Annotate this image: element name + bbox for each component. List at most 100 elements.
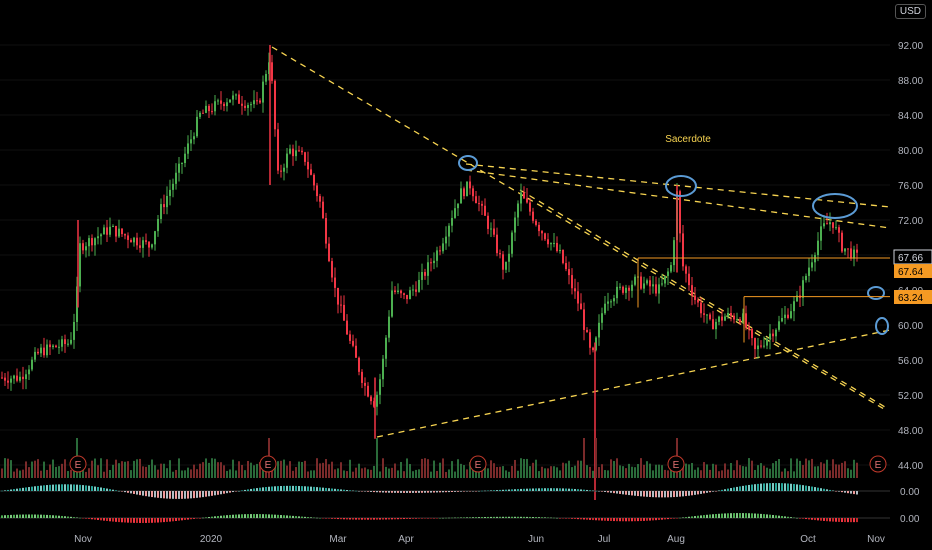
osc-bar [571,488,573,491]
y-tick-label: 92.00 [898,41,923,52]
volume-bar [688,464,690,478]
candle-body [733,315,735,320]
osc-bar [517,489,519,491]
osc-bar [352,518,354,520]
osc-bar [661,518,663,520]
osc-bar [598,518,600,521]
osc-bar [520,516,522,518]
volume-bar [640,458,642,478]
candle-body [115,226,117,237]
osc-bar [649,518,651,521]
volume-bar [55,466,57,478]
volume-bar [556,467,558,478]
osc-bar [106,518,108,521]
osc-bar [454,517,456,519]
volume-bar [526,458,528,478]
osc-bar [22,487,24,491]
volume-bar [466,469,468,478]
osc-bar [508,489,510,491]
osc-bar [610,518,612,521]
osc-bar [145,518,147,523]
volume-bar [718,471,720,478]
volume-bar [805,458,807,478]
candle-body [322,201,324,219]
osc-bar [484,516,486,518]
osc-bar [661,491,663,498]
candle-body [772,333,774,337]
osc-bar [238,490,240,492]
osc-bar [478,490,480,492]
candle-body [73,321,75,340]
osc-bar [727,513,729,518]
osc-bar [172,491,174,499]
osc-bar [397,491,399,493]
osc-bar [565,518,567,519]
osc-bar [673,518,675,519]
volume-bar [661,465,663,478]
candle-body [856,249,858,253]
candle-body [148,241,150,248]
candle-body [346,320,348,335]
candle-body [685,266,687,274]
candle-body [832,222,834,228]
osc-bar [28,487,30,491]
volume-bar [562,462,564,478]
osc-bar [370,491,372,492]
candle-body [424,272,426,276]
candle-body [577,291,579,304]
osc-value: 0.00 [900,487,920,498]
osc-bar [274,486,276,491]
volume-bar [781,471,783,478]
candle-body [493,228,495,235]
osc-bar [442,491,444,493]
annotation-circle [875,317,889,335]
volume-bar [370,469,372,478]
currency-button[interactable]: USD [894,4,926,19]
earnings-label: E [75,460,82,471]
osc-bar [448,491,450,493]
candle-body [769,333,771,340]
osc-bar [307,486,309,491]
osc-bar [61,515,63,518]
osc-bar [562,488,564,491]
osc-bar [703,491,705,494]
volume-bar [496,466,498,478]
candle-body [508,253,510,262]
osc-bar [289,515,291,518]
volume-bar [508,471,510,478]
volume-bar [574,465,576,478]
candle-body [469,181,471,189]
candle-body [100,234,102,237]
osc-bar [502,516,504,518]
osc-bar [208,516,210,518]
osc-bar [748,513,750,518]
osc-bar [526,488,528,491]
volume-bar [403,471,405,478]
osc-bar [148,491,150,497]
volume-bar [40,470,42,478]
volume-bar [433,460,435,478]
candle-body [313,174,315,186]
candle-body [538,224,540,232]
osc-bar [448,517,450,519]
osc-bar [538,517,540,518]
volume-bar [778,459,780,478]
volume-bar [832,459,834,478]
osc-bar [814,518,816,521]
candle-body [292,148,294,157]
volume-bar [853,459,855,478]
volume-bar [364,467,366,478]
osc-bar [610,491,612,493]
candle-body [169,189,171,196]
osc-bar [556,488,558,491]
osc-bar [364,518,366,520]
volume-bar [706,464,708,478]
volume-bar [328,464,330,478]
volume-bar [550,466,552,478]
osc-bar [301,516,303,518]
price-label: 67.66 [898,253,923,264]
osc-bar [628,518,630,522]
osc-bar [760,513,762,518]
osc-bar [259,487,261,491]
osc-bar [79,517,81,519]
